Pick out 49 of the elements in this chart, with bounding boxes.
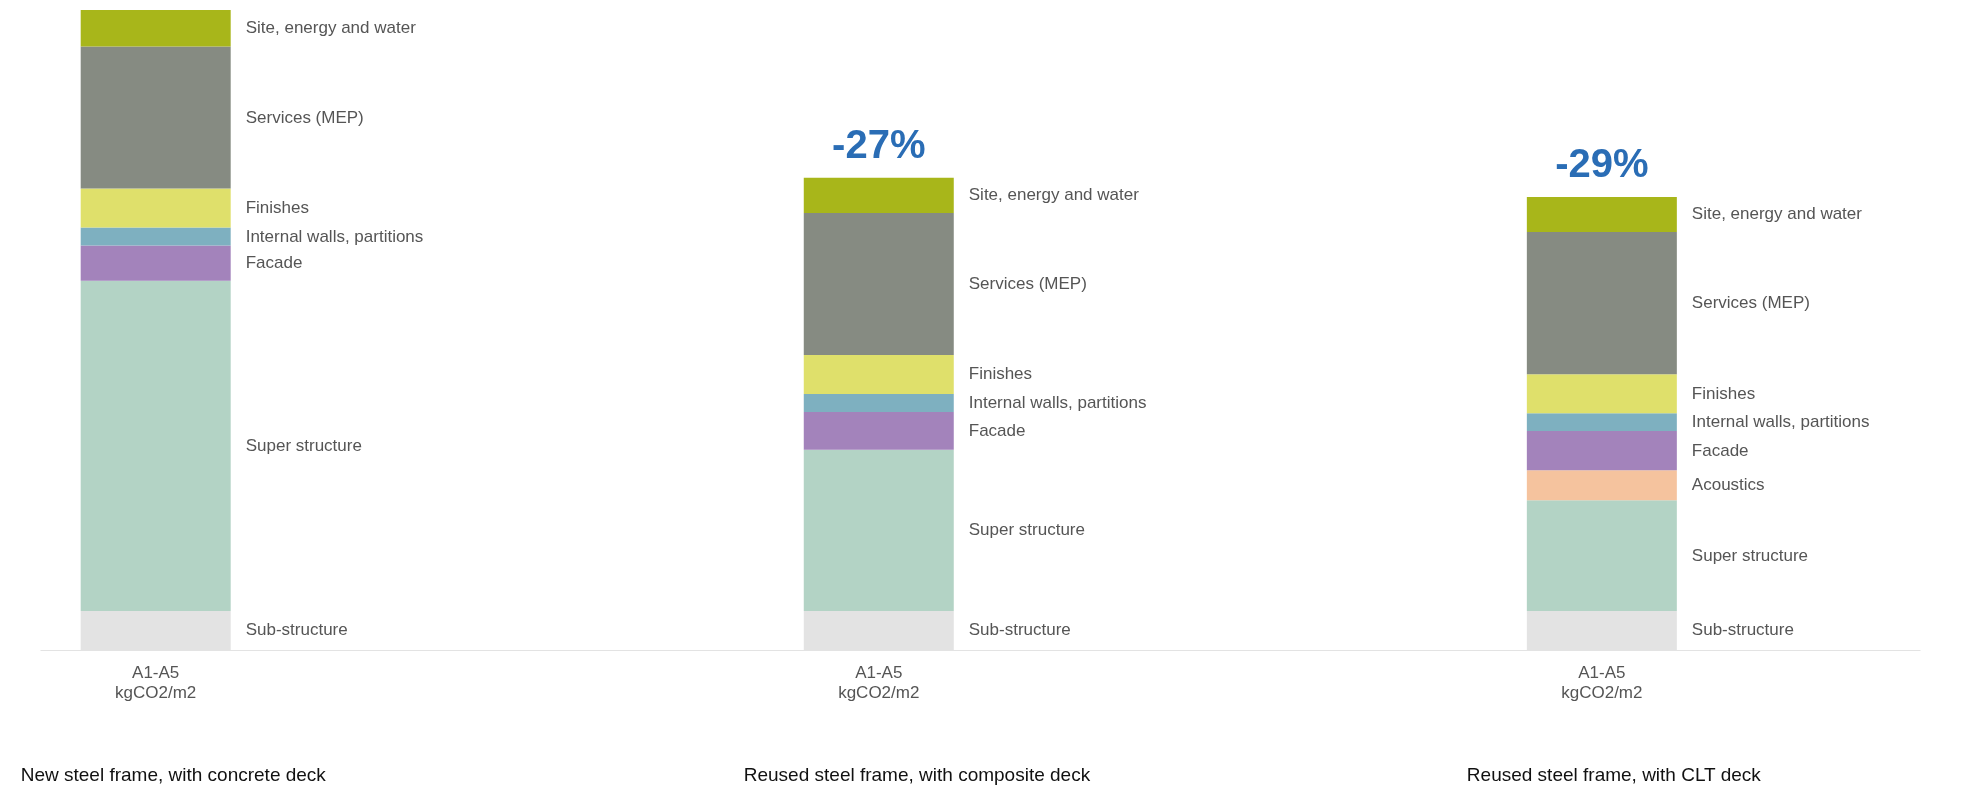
bar [1526,374,1677,414]
text: Sub-structure [968,620,1071,640]
x-tick-label: A1-A5 kgCO2/m2 [1561,662,1643,702]
x-tick-label: A1-A5 kgCO2/m2 [838,662,920,702]
text: Finishes [968,364,1033,384]
series-label: Facade [245,253,303,273]
bar [803,212,954,355]
bar [1526,470,1677,501]
text: Internal walls, partitions [1691,412,1870,432]
annotation: -29% [1555,140,1649,185]
text: Facade [1691,440,1749,460]
bar [1526,431,1677,471]
x-tick-label: A1-A5 kgCO2/m2 [115,662,197,702]
text: Sub-structure [1691,620,1794,640]
text: Reused steel frame, with CLT deck [1466,764,1762,785]
bar [803,394,954,412]
bar [1526,413,1677,432]
bar [80,46,231,189]
series-label: Sub-structure [245,620,348,640]
bar [80,10,231,47]
text: Super structure [1691,545,1809,565]
bar [80,280,231,611]
text: New steel frame, with concrete deck [20,764,327,785]
text: Services (MEP) [968,273,1087,293]
bar [80,245,231,281]
series-label: Super structure [245,435,362,455]
text: Services (MEP) [1691,293,1810,313]
bar [1526,232,1677,375]
bar [80,227,231,246]
series-label: Finishes [245,198,309,218]
bar [1526,196,1677,233]
annotation: -27% [832,121,926,166]
text: Finishes [1691,383,1756,403]
text: Internal walls, partitions [968,392,1147,412]
text: Reused steel frame, with composite deck [743,764,1091,785]
bar [803,177,954,213]
bar [803,411,954,450]
series-label: Site, energy and water [245,18,417,38]
text: Facade [968,420,1026,440]
text: Site, energy and water [1691,204,1862,224]
text: Super structure [968,520,1085,540]
bar [80,188,231,228]
bar [1526,500,1677,611]
bar [803,354,954,394]
series-label: Internal walls, partitions [245,226,424,246]
series-label: Acoustics [1691,475,1765,495]
bar [803,449,954,611]
series-label: Services (MEP) [245,107,364,127]
text: Site, energy and water [968,185,1139,205]
